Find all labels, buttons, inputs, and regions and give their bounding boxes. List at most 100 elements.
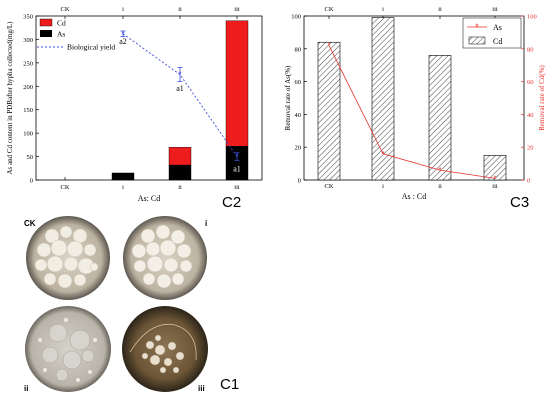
c3-ytick-left-label: 0	[298, 178, 301, 185]
c3-bar-cd	[483, 155, 507, 181]
c2-top-tick-label: iii	[234, 6, 240, 13]
c3-x-ticks: CK i ii iii	[324, 177, 498, 190]
c2-ytick-label: 300	[23, 37, 33, 44]
c3-plot-frame	[303, 15, 525, 181]
c3-top-tick-label: i	[382, 6, 384, 13]
legend-swatch-cd	[39, 18, 53, 27]
c2-bars	[111, 20, 249, 181]
c3-ytick-right-label: 20	[527, 145, 534, 152]
c2-plot-frame	[35, 15, 263, 181]
legend-label-cd: Cd	[493, 37, 502, 46]
legend-label-cd: Cd	[57, 19, 66, 28]
petri-dish-i: i	[118, 215, 216, 300]
panel-label-c1: C1	[220, 376, 239, 393]
c2-xtick-label: i	[122, 184, 124, 191]
c3-legend: * As Cd	[462, 17, 522, 49]
c2-ytick-label: 0	[30, 178, 33, 185]
c3-as-line: * * * *	[327, 42, 496, 184]
c3-top-tick-label: CK	[324, 6, 333, 13]
c2-annotation: a2	[119, 37, 127, 46]
c2-top-ticks: CK i ii iii	[60, 6, 240, 19]
c3-ytick-left-label: 20	[295, 145, 302, 152]
photo-label-ck: CK	[24, 219, 36, 228]
panel-label-c3: C3	[510, 194, 529, 211]
c2-xlabel: As: Cd	[138, 194, 160, 203]
c3-as-point: *	[438, 166, 441, 175]
c2-bar-as	[111, 172, 135, 181]
c3-as-point: *	[327, 42, 330, 51]
c3-top-tick-label: ii	[438, 6, 442, 13]
c2-annotation: a1	[176, 84, 184, 93]
c3-as-polyline	[328, 45, 496, 179]
c2-annotations: a2 a1 a1	[119, 37, 241, 173]
legend-swatch-as	[40, 30, 52, 37]
c2-bar-cd	[225, 20, 249, 147]
c2-bar-as	[225, 146, 249, 181]
photo-label-ii: ii	[24, 384, 28, 393]
petri-dish-ii: ii	[20, 305, 118, 393]
c3-top-ticks: CK i ii iii	[324, 6, 498, 19]
c2-top-tick-label: ii	[178, 6, 182, 13]
legend-label-as: As	[57, 30, 65, 39]
c2-top-tick-label: i	[122, 6, 124, 13]
c3-right-y-ticks: 0 20 40 60 80 100	[521, 14, 537, 185]
c3-ytick-right-label: 0	[527, 178, 530, 185]
c3-xtick-label: CK	[324, 183, 333, 190]
legend-label-as: As	[493, 23, 502, 32]
c3-bar-cd	[428, 55, 452, 181]
c3-ytick-right-label: 100	[527, 14, 537, 21]
c2-yield-line	[122, 33, 238, 157]
c3-top-tick-label: iii	[492, 6, 498, 13]
c3-ytick-right-label: 40	[527, 112, 534, 119]
panel-label-c2: C2	[222, 194, 241, 211]
photo-label-i: i	[205, 219, 207, 228]
c2-legend: Cd As Biological yield	[37, 19, 115, 52]
c2-y-ticks: 0 50 100 150 200 250 300 350	[23, 14, 39, 185]
c3-left-y-ticks: 0 20 40 60 80 100	[291, 14, 307, 185]
c3-ytick-left-label: 100	[291, 14, 301, 21]
c3-bars	[317, 17, 507, 181]
c2-biological-yield-line: * * *	[120, 30, 240, 162]
c3-ytick-left-label: 80	[295, 46, 302, 53]
c2-ytick-label: 50	[27, 154, 34, 161]
c2-xtick-label: ii	[178, 184, 182, 191]
c2-xtick-label: CK	[60, 184, 69, 191]
c3-ytick-right-label: 60	[527, 79, 534, 86]
c3-xtick-label: ii	[438, 183, 442, 190]
legend-marker-as: *	[475, 22, 479, 32]
c3-ytick-left-label: 40	[295, 112, 302, 119]
c2-axes	[35, 15, 263, 181]
legend-label-biological-yield: Biological yield	[67, 43, 115, 52]
c2-ytick-label: 200	[23, 84, 33, 91]
c2-x-ticks: CK i ii iii	[60, 177, 240, 191]
c3-xlabel: As : Cd	[402, 192, 426, 201]
c3-ylabel-left: Removal rate of As(%)	[284, 65, 292, 130]
c2-ylabel: As and Cd content in PDBafter hypha coll…	[6, 21, 14, 175]
c3-ylabel-right: Removal rate of Cd(%)	[538, 65, 546, 131]
c2-ytick-label: 350	[23, 14, 33, 21]
c3-bar-cd	[371, 17, 395, 181]
c2-yield-point: *	[235, 153, 238, 162]
c3-ytick-left-label: 60	[295, 79, 302, 86]
c2-ytick-label: 100	[23, 131, 33, 138]
legend-swatch-cd	[468, 36, 486, 45]
c2-annotation: a1	[233, 165, 241, 174]
c2-xtick-label: iii	[234, 184, 240, 191]
c2-bar-as	[168, 164, 192, 181]
c3-as-point: *	[381, 150, 384, 159]
c2-ytick-label: 150	[23, 107, 33, 114]
c3-ytick-right-label: 80	[527, 46, 534, 53]
c2-yield-point: *	[178, 71, 181, 80]
petri-dish-ck: CK	[20, 215, 118, 300]
panel-c1-photos: CK i ii	[20, 215, 239, 393]
c2-top-tick-label: CK	[60, 6, 69, 13]
c2-ytick-label: 250	[23, 60, 33, 67]
c3-as-point: *	[493, 174, 496, 183]
c3-bar-cd	[317, 41, 341, 181]
c3-xtick-label: i	[382, 183, 384, 190]
c3-xtick-label: iii	[492, 183, 498, 190]
photo-label-iii: iii	[198, 384, 205, 393]
